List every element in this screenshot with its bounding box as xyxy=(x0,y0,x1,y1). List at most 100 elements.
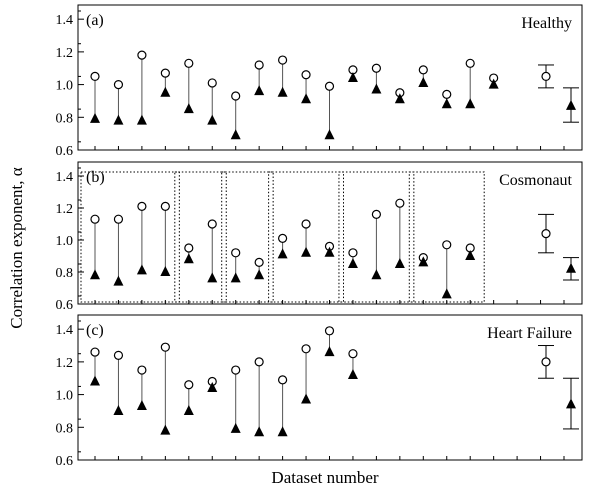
triangle-point xyxy=(324,129,335,140)
circle-point xyxy=(231,365,241,375)
triangle-point xyxy=(277,426,288,437)
triangle-point xyxy=(465,250,476,260)
triangle-point xyxy=(230,272,241,283)
y-tick-label: 1.0 xyxy=(56,389,74,404)
y-tick-label: 1.2 xyxy=(56,46,74,61)
circle-point xyxy=(137,365,147,375)
circle-point xyxy=(254,357,264,367)
triangle-point xyxy=(160,424,171,435)
panel-title: Healthy xyxy=(521,15,572,32)
triangle-point xyxy=(90,269,100,280)
triangle-point xyxy=(394,93,405,104)
group-box xyxy=(338,171,415,303)
circle-point xyxy=(301,70,311,80)
triangle-point xyxy=(183,253,194,264)
summary-circle xyxy=(541,357,551,367)
circle-point xyxy=(465,58,475,68)
triangle-point xyxy=(254,269,265,280)
circle-point xyxy=(207,219,217,229)
circle-point xyxy=(442,89,452,100)
summary-triangle xyxy=(566,262,576,273)
circle-point xyxy=(90,71,100,82)
triangle-point xyxy=(301,246,312,257)
triangle-point xyxy=(136,400,147,411)
summary-circle xyxy=(541,71,551,82)
triangle-point xyxy=(465,98,476,109)
circle-point xyxy=(348,248,358,258)
circle-point xyxy=(184,380,194,390)
triangle-point xyxy=(207,114,218,125)
circle-point xyxy=(348,349,358,359)
circle-point xyxy=(231,91,241,101)
y-tick-label: 0.6 xyxy=(56,454,74,469)
summary-triangle xyxy=(566,99,576,110)
y-axis-title: Correlation exponent, α xyxy=(7,167,26,328)
panel-label: (a) xyxy=(86,12,104,29)
panels-layer: 0.6 0.8 1.0 1.2 1.4 (a) Healthy 0.6 0.8 1.0 1.2 1.4… xyxy=(56,4,583,469)
circle-point xyxy=(90,347,100,357)
triangle-point xyxy=(324,346,335,357)
triangle-point xyxy=(90,375,100,386)
y-tick-label: 1.4 xyxy=(56,170,74,185)
circle-point xyxy=(113,214,124,224)
circle-point xyxy=(301,344,311,354)
y-tick-label: 0.6 xyxy=(56,298,74,313)
circle-point xyxy=(278,55,288,65)
panel-2: 0.6 0.8 1.0 1.2 1.4 (b) Cosmonaut xyxy=(56,161,583,313)
group-box xyxy=(80,171,180,303)
triangle-point xyxy=(230,129,241,140)
panel-label: (b) xyxy=(86,169,105,186)
triangle-point xyxy=(441,288,452,299)
triangle-point xyxy=(441,98,452,109)
circle-point xyxy=(137,201,147,211)
triangle-point xyxy=(160,86,171,97)
y-tick-label: 1.2 xyxy=(56,202,74,217)
circle-point xyxy=(278,375,288,385)
triangle-point xyxy=(90,112,100,123)
triangle-point xyxy=(113,275,124,286)
y-tick-label: 0.8 xyxy=(56,111,74,126)
triangle-point xyxy=(136,114,147,125)
triangle-point xyxy=(160,266,171,276)
circle-point xyxy=(442,240,452,250)
circle-point xyxy=(90,214,100,224)
triangle-point xyxy=(277,86,288,97)
triangle-point xyxy=(301,393,312,404)
triangle-point xyxy=(277,248,288,259)
circle-point xyxy=(324,326,335,336)
triangle-point xyxy=(230,422,241,433)
triangle-point xyxy=(254,85,265,96)
group-box xyxy=(174,171,227,303)
panel-1: 0.6 0.8 1.0 1.2 1.4 (a) Healthy xyxy=(56,4,583,159)
circle-point xyxy=(113,350,124,360)
triangle-point xyxy=(371,83,382,94)
circle-point xyxy=(184,243,194,253)
summary-triangle xyxy=(566,398,576,409)
triangle-point xyxy=(347,72,358,83)
circle-point xyxy=(160,68,170,78)
circle-point xyxy=(160,342,170,352)
panel-3: 0.6 0.8 1.0 1.2 1.4 (c) Heart Failure xyxy=(56,314,583,469)
triangle-point xyxy=(418,256,429,267)
circle-point xyxy=(371,63,381,73)
circle-point xyxy=(301,219,311,229)
triangle-point xyxy=(324,246,335,257)
triangle-point xyxy=(371,269,382,280)
circle-point xyxy=(207,78,217,88)
triangle-point xyxy=(347,368,358,379)
triangle-point xyxy=(207,272,218,283)
circle-point xyxy=(231,248,241,258)
triangle-point xyxy=(207,382,218,393)
y-tick-label: 0.8 xyxy=(56,266,74,281)
circle-point xyxy=(137,50,147,60)
x-axis-title: Dataset number xyxy=(271,468,378,487)
triangle-point xyxy=(136,264,147,275)
y-tick-label: 1.4 xyxy=(56,13,74,28)
circle-point xyxy=(418,65,428,75)
summary-circle xyxy=(541,229,551,239)
triangle-point xyxy=(301,93,312,104)
group-box xyxy=(408,171,485,303)
triangle-point xyxy=(418,76,429,87)
panel-title: Cosmonaut xyxy=(499,172,572,189)
triangle-point xyxy=(183,404,194,415)
